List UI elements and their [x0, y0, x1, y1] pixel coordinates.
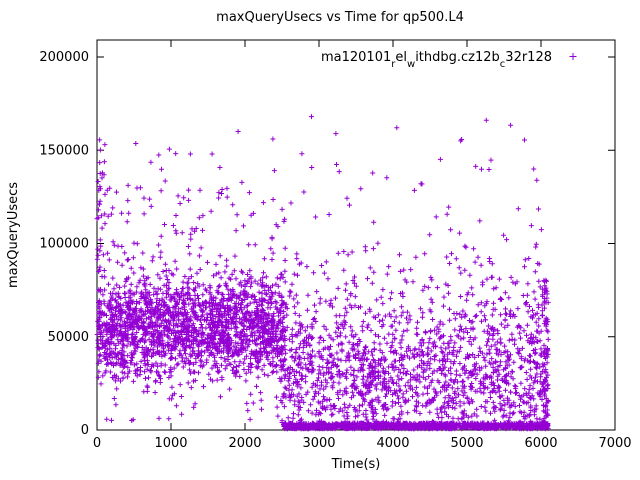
scatter-points — [94, 114, 551, 432]
tick-label: 5000 — [450, 436, 483, 451]
y-axis-label: maxQueryUsecs — [6, 182, 21, 288]
legend: ma120101relwithdbg.cz12bc32r128 — [321, 50, 577, 70]
tick-label: 0 — [93, 436, 101, 451]
tick-label: 150000 — [39, 143, 89, 158]
axis-tick-labels: 0 1000 2000 3000 4000 5000 6000 7000 0 50000 10000… — [39, 50, 631, 451]
tick-label: 100000 — [39, 237, 89, 252]
tick-label: 4000 — [376, 436, 409, 451]
tick-label: 3000 — [302, 436, 335, 451]
tick-label: 6000 — [524, 436, 557, 451]
tick-label: 1000 — [154, 436, 187, 451]
tick-label: 7000 — [598, 436, 631, 451]
tick-label: 0 — [81, 423, 89, 438]
legend-label: ma120101relwithdbg.cz12bc32r128 — [321, 50, 552, 70]
legend-plus-marker-icon — [569, 53, 577, 60]
tick-label: 50000 — [48, 330, 89, 345]
x-axis-label: Time(s) — [331, 457, 381, 472]
plot-border — [96, 39, 616, 431]
chart-title: maxQueryUsecs vs Time for qp500.L4 — [216, 10, 464, 25]
tick-label: 200000 — [39, 50, 89, 65]
tick-label: 2000 — [228, 436, 261, 451]
data-points-plus-markers — [94, 114, 551, 432]
